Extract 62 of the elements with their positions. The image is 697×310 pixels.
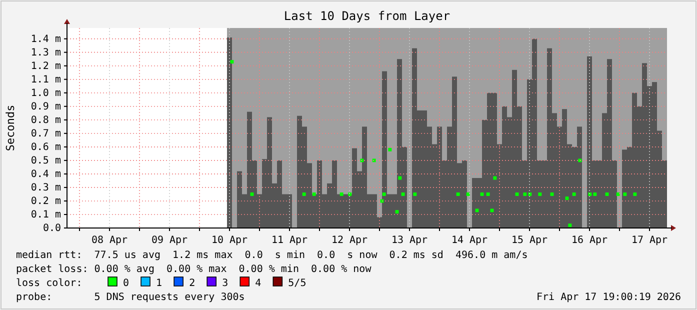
- point: [348, 192, 352, 196]
- point: [401, 192, 405, 196]
- point: [340, 192, 344, 196]
- y-tick-label: 0.1 m: [30, 210, 61, 221]
- y-axis-title: Seconds: [4, 104, 17, 152]
- text: median rtt: 77.5 us avg 1.2 ms max 0.0 s min 0.0 s now 0.2 ms sd 496.0 m am/s: [16, 250, 528, 261]
- bar: [227, 37, 232, 228]
- point: [623, 192, 627, 196]
- y-tick-label: 0.3 m: [30, 182, 61, 194]
- point: [466, 192, 470, 196]
- point: [382, 192, 386, 196]
- legend-label: 4: [255, 278, 262, 289]
- point: [538, 192, 542, 196]
- point: [528, 192, 532, 196]
- y-tick-label: 0.6 m: [30, 142, 61, 154]
- legend-label: 0: [123, 278, 130, 289]
- point: [588, 192, 592, 196]
- y-tick-label: 0.7 m: [30, 128, 61, 140]
- point: [413, 192, 417, 196]
- point: [456, 192, 460, 196]
- point: [616, 192, 620, 196]
- x-tick-label: 14 Apr: [451, 235, 488, 246]
- point: [486, 192, 490, 196]
- x-tick-label: 16 Apr: [571, 235, 608, 246]
- point: [633, 192, 637, 196]
- point: [593, 192, 597, 196]
- point: [302, 192, 306, 196]
- point: [572, 192, 576, 196]
- y-tick-label: 0.5 m: [30, 156, 61, 167]
- x-tick-label: 08 Apr: [91, 235, 128, 246]
- point: [388, 148, 392, 152]
- x-tick-label: 13 Apr: [391, 235, 428, 246]
- legend-label: 2: [189, 278, 196, 289]
- text: probe: 5 DNS requests every 300s: [16, 292, 245, 303]
- point: [578, 158, 582, 162]
- chart-title: Last 10 Days from Layer: [284, 9, 450, 23]
- y-tick-label: 1.0 m: [30, 88, 61, 100]
- legend-title: loss color:: [16, 278, 82, 289]
- y-tick-label: 1.1 m: [30, 74, 61, 86]
- x-tick-label: 17 Apr: [631, 235, 668, 246]
- y-tick-label: 1.3 m: [30, 48, 61, 59]
- text: Fri Apr 17 19:00:19 2026: [536, 292, 681, 303]
- x-tick-label: 12 Apr: [331, 235, 368, 246]
- y-tick-label: 0.4 m: [30, 169, 61, 180]
- y-tick-label: 0.0: [42, 223, 61, 234]
- y-tick-label: 0.2 m: [30, 196, 61, 208]
- x-tick-label: 15 Apr: [511, 235, 548, 246]
- point: [372, 158, 376, 162]
- y-tick-label: 0.9 m: [30, 102, 61, 113]
- legend-label: 5/5: [288, 278, 306, 289]
- x-tick-label: 11 Apr: [271, 235, 308, 246]
- x-tick-label: 09 Apr: [151, 235, 188, 246]
- point: [568, 224, 572, 228]
- legend-label: 1: [156, 278, 162, 289]
- x-tick-label: 10 Apr: [211, 235, 248, 246]
- y-tick-label: 1.4 m: [30, 34, 61, 46]
- y-tick-label: 1.2 m: [30, 61, 61, 72]
- point: [312, 192, 316, 196]
- text: packet loss: 0.00 % avg 0.00 % max 0.00 % min 0.00 % now: [16, 264, 372, 275]
- point: [523, 192, 527, 196]
- y-tick-label: 0.8 m: [30, 115, 61, 126]
- legend-label: 3: [222, 278, 228, 289]
